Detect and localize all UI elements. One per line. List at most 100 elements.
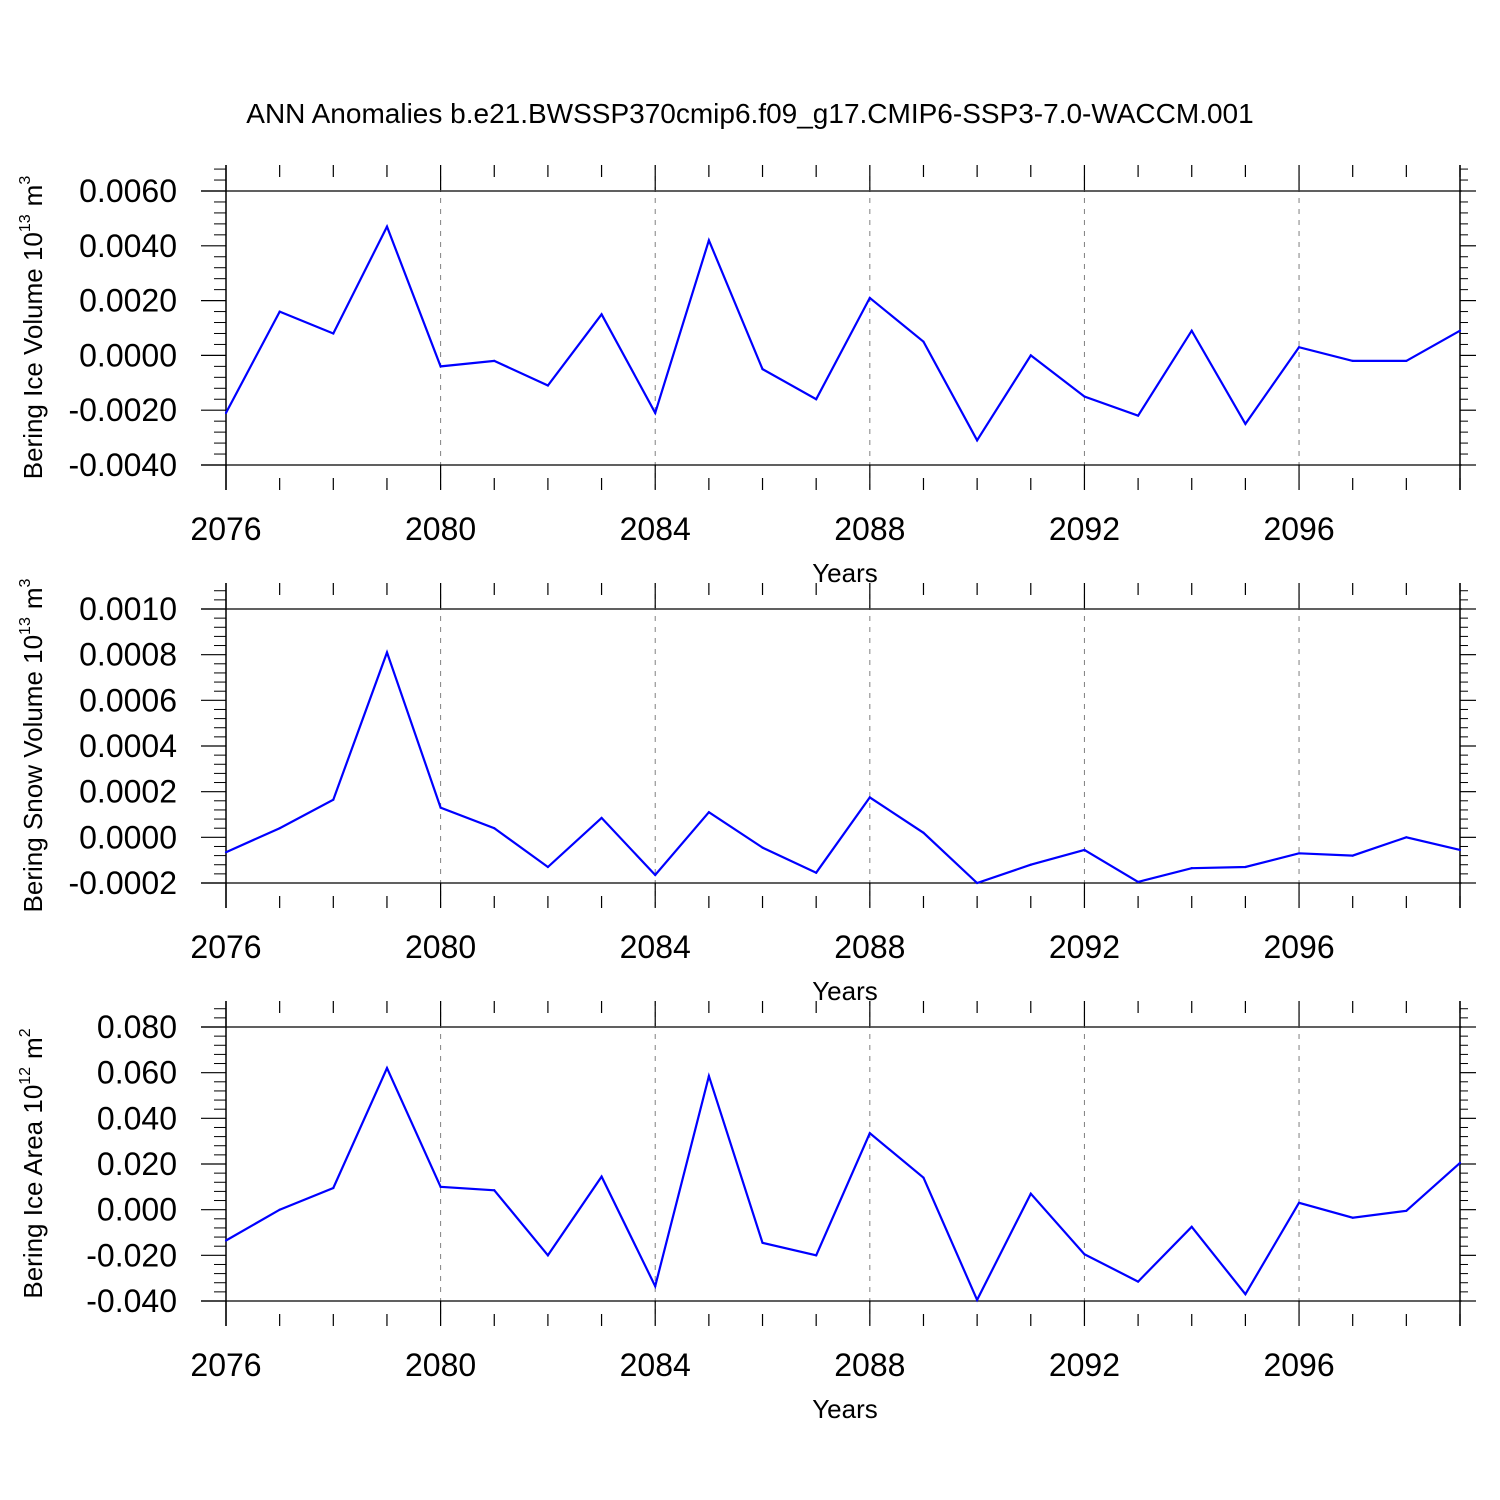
- data-point: [922, 340, 925, 343]
- data-point: [815, 398, 818, 401]
- y-tick-label: -0.040: [86, 1283, 177, 1319]
- data-point: [1244, 1293, 1247, 1296]
- data-point: [224, 411, 228, 415]
- data-point: [1351, 1216, 1354, 1219]
- y-tick-label: -0.0040: [68, 447, 177, 483]
- data-point: [278, 1208, 281, 1211]
- data-point: [1244, 865, 1247, 869]
- data-point: [385, 1067, 389, 1070]
- y-tick-label: 0.0006: [79, 682, 177, 718]
- x-tick-label: 2076: [190, 929, 261, 965]
- data-point: [922, 831, 925, 834]
- data-point: [815, 871, 818, 874]
- data-point: [1083, 848, 1086, 851]
- y-tick-label: 0.040: [97, 1100, 177, 1136]
- y-axis-title: Bering Snow Volume 1013m3: [17, 578, 48, 912]
- data-point: [868, 796, 871, 799]
- y-tick-label: 0.000: [97, 1192, 177, 1228]
- data-point: [439, 806, 442, 809]
- data-point: [546, 865, 550, 869]
- data-point: [922, 1176, 925, 1179]
- y-axis-title: Bering Ice Volume 1013m3: [17, 176, 48, 480]
- data-point: [1244, 422, 1247, 425]
- data-point: [546, 1254, 550, 1257]
- data-point: [868, 1132, 871, 1135]
- data-point: [654, 873, 657, 877]
- data-point: [385, 225, 389, 228]
- x-tick-label: 2080: [405, 1347, 476, 1383]
- data-point: [1405, 1209, 1408, 1212]
- data-point: [654, 411, 657, 415]
- y-tick-label: -0.020: [86, 1237, 177, 1273]
- y-tick-label: 0.060: [97, 1055, 177, 1091]
- data-point: [600, 816, 603, 820]
- series-line: [225, 1065, 1461, 1303]
- x-tick-label: 2080: [405, 929, 476, 965]
- data-point: [1297, 346, 1301, 349]
- panel-1: -0.0040 -0.0020 0.0000 0.0020 0.0040 0.0060 20…: [17, 165, 1476, 588]
- series-line: [225, 223, 1461, 443]
- data-point: [1083, 395, 1086, 398]
- data-point: [1190, 329, 1193, 332]
- data-point: [1405, 836, 1408, 839]
- data-point: [493, 359, 496, 362]
- data-point: [600, 1175, 603, 1178]
- data-point: [1351, 854, 1354, 857]
- series-line: [225, 649, 1461, 885]
- y-tick-label: 0.0000: [79, 819, 177, 855]
- panel-2: -0.0002 0.0000 0.0002 0.0004 0.0006 0.0008 0.0…: [17, 578, 1476, 1006]
- data-point: [1190, 1225, 1193, 1228]
- data-point: [332, 798, 335, 801]
- x-axis-title: Years: [812, 1394, 878, 1424]
- x-tick-label: 2088: [834, 1347, 905, 1383]
- data-point: [976, 1298, 979, 1301]
- y-tick-label: -0.0020: [68, 392, 177, 428]
- y-tick-label: 0.0008: [79, 637, 177, 673]
- data-point: [976, 439, 979, 442]
- data-point: [1458, 329, 1462, 332]
- data-point: [224, 851, 228, 854]
- data-point: [1029, 354, 1032, 357]
- x-tick-label: 2080: [405, 511, 476, 547]
- x-tick-label: 2092: [1049, 511, 1120, 547]
- data-point: [439, 1185, 442, 1188]
- data-point: [1297, 852, 1301, 855]
- data-point: [1083, 1253, 1086, 1256]
- y-tick-label: 0.0010: [79, 591, 177, 627]
- data-point: [600, 313, 603, 316]
- page-title: ANN Anomalies b.e21.BWSSP370cmip6.f09_g1…: [246, 98, 1254, 129]
- x-tick-label: 2096: [1263, 511, 1334, 547]
- data-point: [224, 1239, 228, 1242]
- y-tick-label: 0.0000: [79, 337, 177, 373]
- x-axis-title: Years: [812, 976, 878, 1006]
- data-point: [1297, 1201, 1301, 1204]
- x-tick-label: 2096: [1263, 1347, 1334, 1383]
- y-tick-label: 0.080: [97, 1009, 177, 1045]
- x-tick-label: 2088: [834, 511, 905, 547]
- data-point: [1029, 863, 1032, 866]
- data-point: [332, 1186, 335, 1190]
- x-tick-label: 2092: [1049, 1347, 1120, 1383]
- data-point: [868, 296, 871, 299]
- data-point: [761, 1241, 764, 1244]
- y-tick-label: -0.0002: [68, 865, 177, 901]
- x-tick-label: 2088: [834, 929, 905, 965]
- data-point: [1458, 1161, 1462, 1164]
- data-point: [707, 1074, 710, 1078]
- data-point: [1351, 359, 1354, 362]
- data-point: [1136, 880, 1140, 883]
- y-axis-title: Bering Ice Area 1012m2: [17, 1028, 48, 1298]
- data-point: [815, 1254, 818, 1257]
- data-point: [1029, 1192, 1032, 1195]
- x-tick-label: 2084: [620, 1347, 691, 1383]
- y-tick-label: 0.0020: [79, 283, 177, 319]
- data-point: [1405, 359, 1408, 362]
- data-point: [493, 827, 496, 830]
- data-point: [385, 651, 389, 654]
- data-point: [976, 881, 979, 885]
- data-point: [654, 1285, 657, 1288]
- data-point: [332, 332, 335, 335]
- x-tick-label: 2076: [190, 1347, 261, 1383]
- x-tick-label: 2092: [1049, 929, 1120, 965]
- data-point: [278, 310, 281, 313]
